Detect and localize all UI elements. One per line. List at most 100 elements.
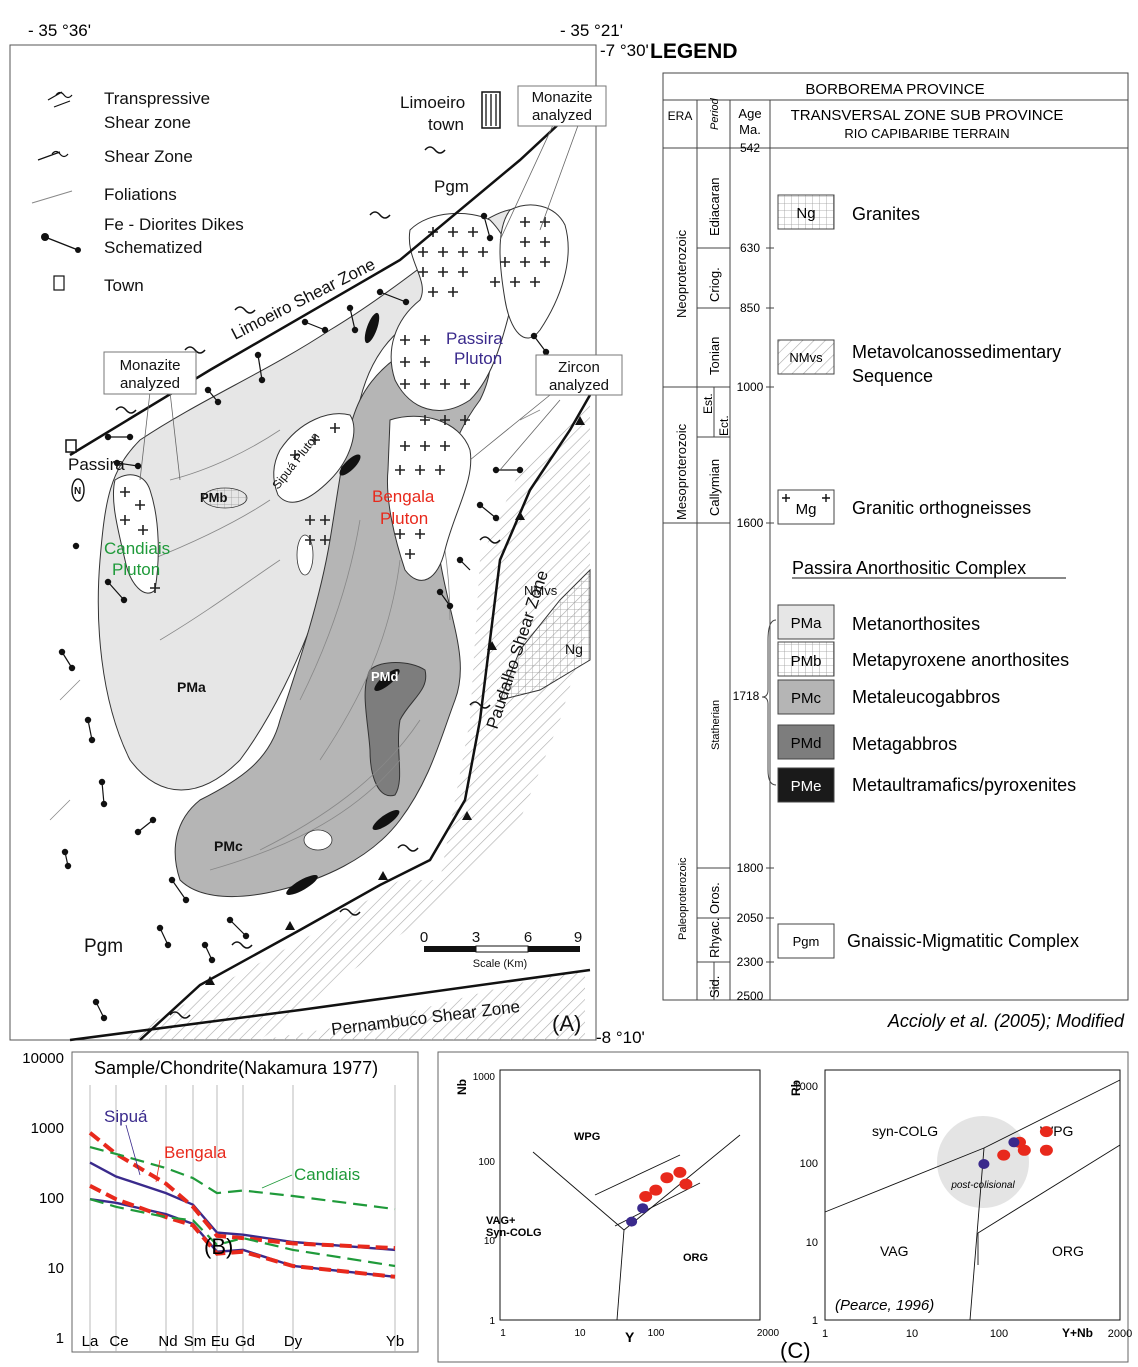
c-left-y-ticks: 1000 100 10 1 [473, 1072, 496, 1327]
point-bengala-0 [639, 1191, 653, 1202]
point-sipuá-1 [637, 1203, 649, 1214]
ree-line-candiais-5 [89, 1198, 396, 1268]
white-lens-1 [296, 534, 314, 576]
c-left-xtick-100: 100 [648, 1328, 665, 1339]
legend-head-zone-1: TRANSVERSAL ZONE SUB PROVINCE [791, 107, 1064, 124]
scale-tick-3: 3 [472, 929, 480, 946]
era-paleoproterozoic: Paleoproterozoic [677, 857, 689, 940]
period-ect: Ect. [717, 415, 731, 436]
white-lens-2 [303, 829, 333, 851]
unit-pmb: PMb [200, 490, 228, 505]
unit-metagabbros: Metagabbros [852, 734, 957, 754]
key-label-transpressive-2: Shear zone [104, 113, 191, 132]
monazite-right-line-2: analyzed [532, 107, 592, 124]
candiais-pluton-label-2: Pluton [112, 560, 160, 579]
period-est: Est. [701, 393, 715, 414]
unit-sequence: Sequence [852, 366, 933, 386]
series-label-bengala: Bengala [164, 1143, 227, 1162]
scatter-left-points [626, 1166, 693, 1227]
c-right-ytick-100: 100 [800, 1158, 818, 1170]
point-bengala-3 [1039, 1126, 1053, 1138]
limoeiro-label-1: Limoeiro [400, 93, 465, 112]
legend-citation: Accioly et al. (2005); Modified [887, 1011, 1125, 1031]
point-bengala-1 [649, 1184, 663, 1196]
c-left-xtick-1: 1 [500, 1328, 506, 1339]
passira-pluton-label-2: Pluton [454, 349, 502, 368]
point-bengala-2 [660, 1172, 674, 1184]
unit-orthogneisses: Granitic orthogneisses [852, 498, 1031, 518]
c-right-y-ticks: 1000 100 10 1 [794, 1081, 818, 1327]
period-sid: Sid. [707, 976, 722, 998]
legend-title: LEGEND [650, 40, 738, 63]
c-left-field-org: ORG [683, 1252, 708, 1264]
lon-right: - 35 °21' [560, 21, 623, 40]
dike-icon [41, 233, 49, 241]
lat-top: -7 °30' [600, 41, 649, 60]
panel-c: Nb Y WPG VAG+ Syn-COLG ORG 1000 100 10 1… [437, 1051, 1132, 1363]
sipua-pluton [273, 413, 355, 503]
legend-panel: LEGEND BORBOREMA PROVINCE ERA Period Age… [650, 40, 1129, 1031]
c-left-ytick-100: 100 [478, 1157, 495, 1168]
shear-squiggles [115, 146, 501, 1019]
period-tonian: Tonian [707, 337, 722, 375]
point-bengala-3 [673, 1166, 687, 1178]
scatter-right-points [978, 1126, 1053, 1169]
b-x-eu: Eu [211, 1333, 229, 1350]
c-left-field-vag: VAG+ [486, 1215, 515, 1227]
swatch-ng-code: Ng [796, 205, 815, 222]
pernambuco-shear-line [69, 968, 591, 1042]
c-right-xlabel: Y+Nb [1062, 1326, 1093, 1340]
thrust-triangles [205, 416, 585, 985]
c-right-ytick-1000: 1000 [794, 1081, 818, 1093]
unit-metapyroxene: Metapyroxene anorthosites [852, 650, 1069, 670]
svg-text:N: N [74, 486, 81, 497]
swatch-pmc [777, 679, 835, 715]
c-left-xtick-2000: 2000 [757, 1328, 780, 1339]
b-x-la: La [82, 1333, 99, 1350]
swatch-pme [777, 767, 835, 803]
panel-label-b: (B) [204, 1234, 233, 1259]
zircon-line-1: Zircon [558, 359, 600, 376]
c-left-ylabel: Nb [455, 1079, 469, 1095]
period-ediacaran: Ediacaran [707, 177, 722, 236]
c-left-field-wpg: WPG [574, 1131, 600, 1143]
age-ticks [766, 147, 774, 963]
swatch-pgm-code: Pgm [793, 934, 820, 949]
swatch-pmd [777, 724, 835, 760]
period-rhyac: Rhyac. [707, 918, 722, 958]
swatch-pmb-code: PMb [791, 653, 822, 670]
c-right-field-vag: VAG [880, 1243, 909, 1259]
ree-line-bengala-2 [88, 1131, 396, 1251]
point-bengala-4 [679, 1178, 693, 1190]
paudalho-shear-line [139, 394, 592, 1041]
period-callymian: Callymian [707, 459, 722, 516]
passira-town-symbol[interactable] [65, 439, 77, 453]
unit-pgm-bottom: Pgm [84, 936, 123, 957]
lat-bottom: -8 °10' [596, 1028, 645, 1047]
unit-metaleucogabbros: Metaleucogabbros [852, 687, 1000, 707]
panel-b: Sample/Chondrite(Nakamura 1977) 10000 10… [22, 1050, 419, 1353]
foliation-icon [31, 190, 73, 204]
c-right-post-label: post-colisional [950, 1180, 1015, 1191]
complex-title: Passira Anorthositic Complex [792, 558, 1026, 578]
legend-head-period: Period [709, 97, 721, 130]
age-542: 542 [740, 141, 760, 155]
c-left-xtick-10: 10 [574, 1328, 586, 1339]
key-label-foliations: Foliations [104, 185, 177, 204]
passira-pluton [390, 212, 515, 411]
c-left-ytick-1: 1 [489, 1316, 495, 1327]
key-label-dikes-2: Schematized [104, 238, 202, 257]
monazite-left-line-1: Monazite [120, 357, 181, 374]
unit-granites: Granites [852, 204, 920, 224]
point-sipuá-1 [1008, 1137, 1020, 1148]
monazite-left-line-2: analyzed [120, 375, 180, 392]
b-x-nd: Nd [158, 1333, 177, 1350]
c-left-field-syncolg: Syn-COLG [486, 1227, 542, 1239]
unit-pmd: PMd [371, 669, 399, 684]
passira-pluton-label-1: Passira [446, 329, 503, 348]
monazite-right-line-1: Monazite [532, 89, 593, 106]
b-x-ce: Ce [109, 1333, 128, 1350]
limoeiro-shear-line [69, 94, 591, 457]
c-right-ytick-1: 1 [812, 1315, 818, 1327]
c-right-ytick-10: 10 [806, 1237, 818, 1249]
